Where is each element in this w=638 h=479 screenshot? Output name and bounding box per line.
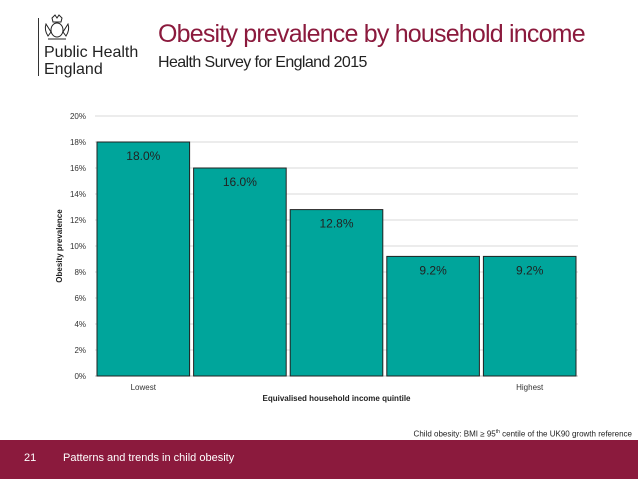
y-tick-label: 4% [74,320,86,329]
footnote-prefix: Child obesity: BMI ≥ 95 [413,429,496,439]
bar [482,255,577,377]
footnote-sup: th [495,429,500,435]
org-name: Public Health England [44,44,139,78]
page-subtitle: Health Survey for England 2015 [158,54,367,71]
footnote: Child obesity: BMI ≥ 95th centile of the… [414,429,632,439]
y-tick-label: 2% [74,346,86,355]
footer-text: Patterns and trends in child obesity [63,452,235,464]
y-tick-label: 12% [70,216,86,225]
footnote-suffix: centile of the UK90 growth reference [499,429,632,439]
data-label: 16.0% [223,175,257,189]
bar [193,167,287,377]
data-label: 9.2% [516,263,544,277]
y-tick-label: 0% [74,372,86,381]
y-tick-label: 16% [70,164,86,173]
y-tick-label: 20% [70,112,86,121]
bar [289,209,384,377]
bar [96,141,191,377]
data-label: 12.8% [319,217,353,231]
y-tick-label: 14% [70,190,86,199]
footer-bar: 21 Patterns and trends in child obesity [0,440,638,479]
x-axis-title: Equivalised household income quintile [262,394,411,403]
y-tick-label: 6% [74,294,86,303]
bar [386,255,480,377]
y-tick-label: 8% [74,268,86,277]
page-title: Obesity prevalence by household income [158,20,586,48]
category-label: Highest [516,383,544,392]
logo-divider [38,18,39,76]
royal-crest-icon [44,14,70,40]
slide-number: 21 [24,452,37,464]
category-label: Lowest [131,383,157,392]
data-label: 9.2% [419,263,447,277]
data-label: 18.0% [126,149,160,163]
y-tick-label: 18% [70,138,86,147]
y-axis-title: Obesity prevalence [55,209,64,283]
y-tick-label: 10% [70,242,86,251]
